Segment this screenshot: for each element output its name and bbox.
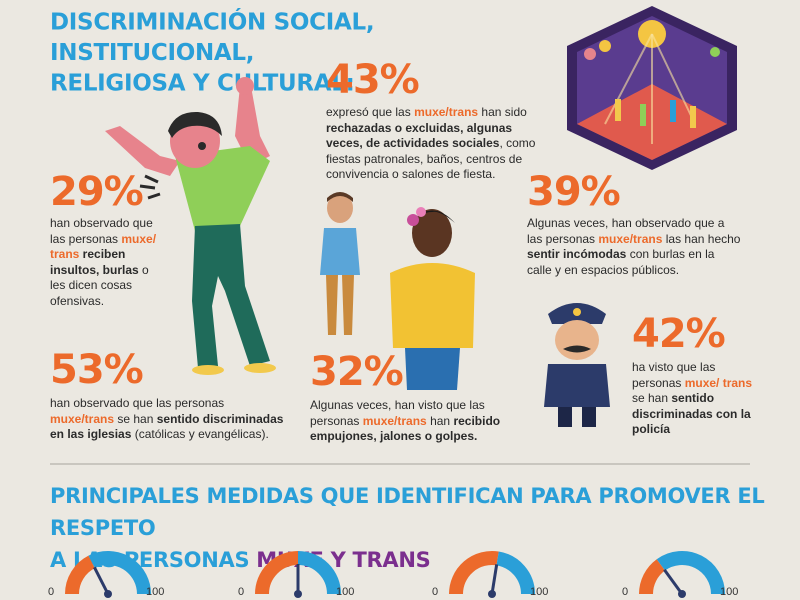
gauge-4-max: 100 xyxy=(720,586,739,598)
stat-42: 42% ha visto que las personas muxe/ tran… xyxy=(632,314,757,438)
stat-39-highlight: muxe/trans xyxy=(598,231,663,246)
stat-39-bold: sentir incómodas xyxy=(527,247,627,261)
gauge-4-dial xyxy=(639,551,725,598)
stat-43: 43% expresó que las muxe/trans han sido … xyxy=(326,60,536,183)
stat-39-t2: las han hecho xyxy=(662,231,741,246)
gauge-2: 0 100 xyxy=(238,548,358,600)
stat-43-t2: han sido xyxy=(478,105,527,119)
gauge-3-arc-orange xyxy=(449,551,499,595)
gauge-3-dial xyxy=(449,551,535,598)
section-title-line-1: PRINCIPALES MEDIDAS QUE IDENTIFICAN PARA… xyxy=(50,484,765,540)
title-line-2: RELIGIOSA Y CULTURAL: xyxy=(50,70,355,97)
gauge-4-needle xyxy=(663,568,684,595)
stat-43-t3: , como fiestas patronales, baños, centro… xyxy=(326,136,536,181)
stat-53: 53% han observado que las personas muxe/… xyxy=(50,350,290,443)
party-scene-illustration xyxy=(567,6,737,170)
stat-39-t3: con burlas en la calle y en espacios púb… xyxy=(527,247,715,277)
stat-43-bold: rechazadas o excluidas, algunas veces, d… xyxy=(326,120,513,151)
stat-39-percent: 39% xyxy=(527,169,621,215)
section-divider xyxy=(50,463,750,465)
stat-32-highlight: muxe/trans xyxy=(362,413,427,428)
stat-53-t3: (católicas y evangélicas). xyxy=(131,427,269,441)
gauge-3-min: 0 xyxy=(432,586,439,598)
stat-29-percent: 29% xyxy=(50,169,144,215)
gauge-2-max: 100 xyxy=(336,586,355,598)
person-with-flowers-illustration xyxy=(390,207,475,390)
gauge-1-dial xyxy=(65,551,151,598)
gauge-4-arc-orange xyxy=(639,559,666,595)
gauge-1-hub xyxy=(104,590,112,598)
stat-29-t1: han observado que las personas xyxy=(50,216,153,246)
stat-29-bold: reciben insultos, burlas xyxy=(50,247,139,277)
page-title: DISCRIMINACIÓN SOCIAL, INSTITUCIONAL, RE… xyxy=(50,7,490,99)
stat-32: 32% Algunas veces, han visto que las per… xyxy=(310,352,515,445)
stat-53-text: han observado que las personas muxe/tran… xyxy=(50,396,290,443)
gauge-1-max: 100 xyxy=(146,586,165,598)
gauge-1-min: 0 xyxy=(48,586,55,598)
stat-32-t1: Algunas veces, han visto que las persona… xyxy=(310,398,485,428)
stat-53-percent: 53% xyxy=(50,347,144,393)
stat-39-t1: Algunas veces, han observado que a las p… xyxy=(527,216,725,246)
dancing-person-illustration xyxy=(105,77,276,375)
stat-43-percent: 43% xyxy=(326,57,420,103)
stat-42-percent: 42% xyxy=(632,311,726,357)
title-line-1: DISCRIMINACIÓN SOCIAL, INSTITUCIONAL, xyxy=(50,9,375,67)
stat-53-t1: han observado que las personas xyxy=(50,396,225,410)
gauge-3: 0 100 xyxy=(432,548,552,600)
gauge-2-min: 0 xyxy=(238,586,245,598)
gauges-row: 0 100 0 100 0 100 0 100 xyxy=(0,548,800,600)
gauge-3-hub xyxy=(488,590,496,598)
stat-32-t2: han xyxy=(426,413,454,428)
gauge-2-hub xyxy=(294,590,302,598)
gauge-4-arc-blue xyxy=(656,551,725,595)
stat-32-bold: recibido empujones, jalones o golpes. xyxy=(310,413,501,444)
stat-42-text: ha visto que las personas muxe/ trans se… xyxy=(632,360,757,438)
stat-29-highlight: muxe/ trans xyxy=(50,231,157,262)
stat-42-highlight: muxe/ trans xyxy=(684,375,753,390)
stat-29-t2: o les dicen cosas ofensivas. xyxy=(50,262,149,308)
stat-43-highlight: muxe/trans xyxy=(414,105,479,119)
gauge-2-arc-orange xyxy=(255,551,299,595)
stat-32-text: Algunas veces, han visto que las persona… xyxy=(310,398,515,445)
stat-53-bold: sentido discriminadas en las iglesias xyxy=(50,411,284,442)
stat-53-highlight: muxe/trans xyxy=(50,411,115,426)
stat-39-text: Algunas veces, han observado que a las p… xyxy=(527,216,742,278)
gauge-1-needle xyxy=(93,566,110,595)
gauge-4-min: 0 xyxy=(622,586,629,598)
gauge-1: 0 100 xyxy=(48,548,168,600)
gauge-4-hub xyxy=(678,590,686,598)
gauge-3-max: 100 xyxy=(530,586,549,598)
stat-53-t2: se han xyxy=(114,411,157,426)
stat-42-t1: ha visto que las personas xyxy=(632,360,716,390)
stat-42-bold: sentido discriminadas con la policía xyxy=(632,391,751,436)
stat-29-text: han observado que las personas muxe/ tra… xyxy=(50,216,165,309)
gauge-3-arc-blue xyxy=(496,551,535,595)
stat-42-t2: se han xyxy=(632,391,672,405)
gauge-2-dial xyxy=(255,551,341,598)
stat-29: 29% han observado que las personas muxe/… xyxy=(50,172,165,309)
stat-43-t1: expresó que las xyxy=(326,105,415,119)
gauge-4: 0 100 xyxy=(622,548,742,600)
police-officer-illustration xyxy=(544,303,610,427)
gauge-1-arc-blue xyxy=(88,551,151,595)
gauge-2-arc-blue xyxy=(297,551,341,595)
gauge-3-needle xyxy=(490,564,499,595)
stat-39: 39% Algunas veces, han observado que a l… xyxy=(527,172,742,278)
gauge-1-arc-orange xyxy=(65,555,96,595)
worried-person-illustration xyxy=(320,192,360,335)
stat-43-text: expresó que las muxe/trans han sido rech… xyxy=(326,105,536,183)
stat-32-percent: 32% xyxy=(310,349,404,395)
